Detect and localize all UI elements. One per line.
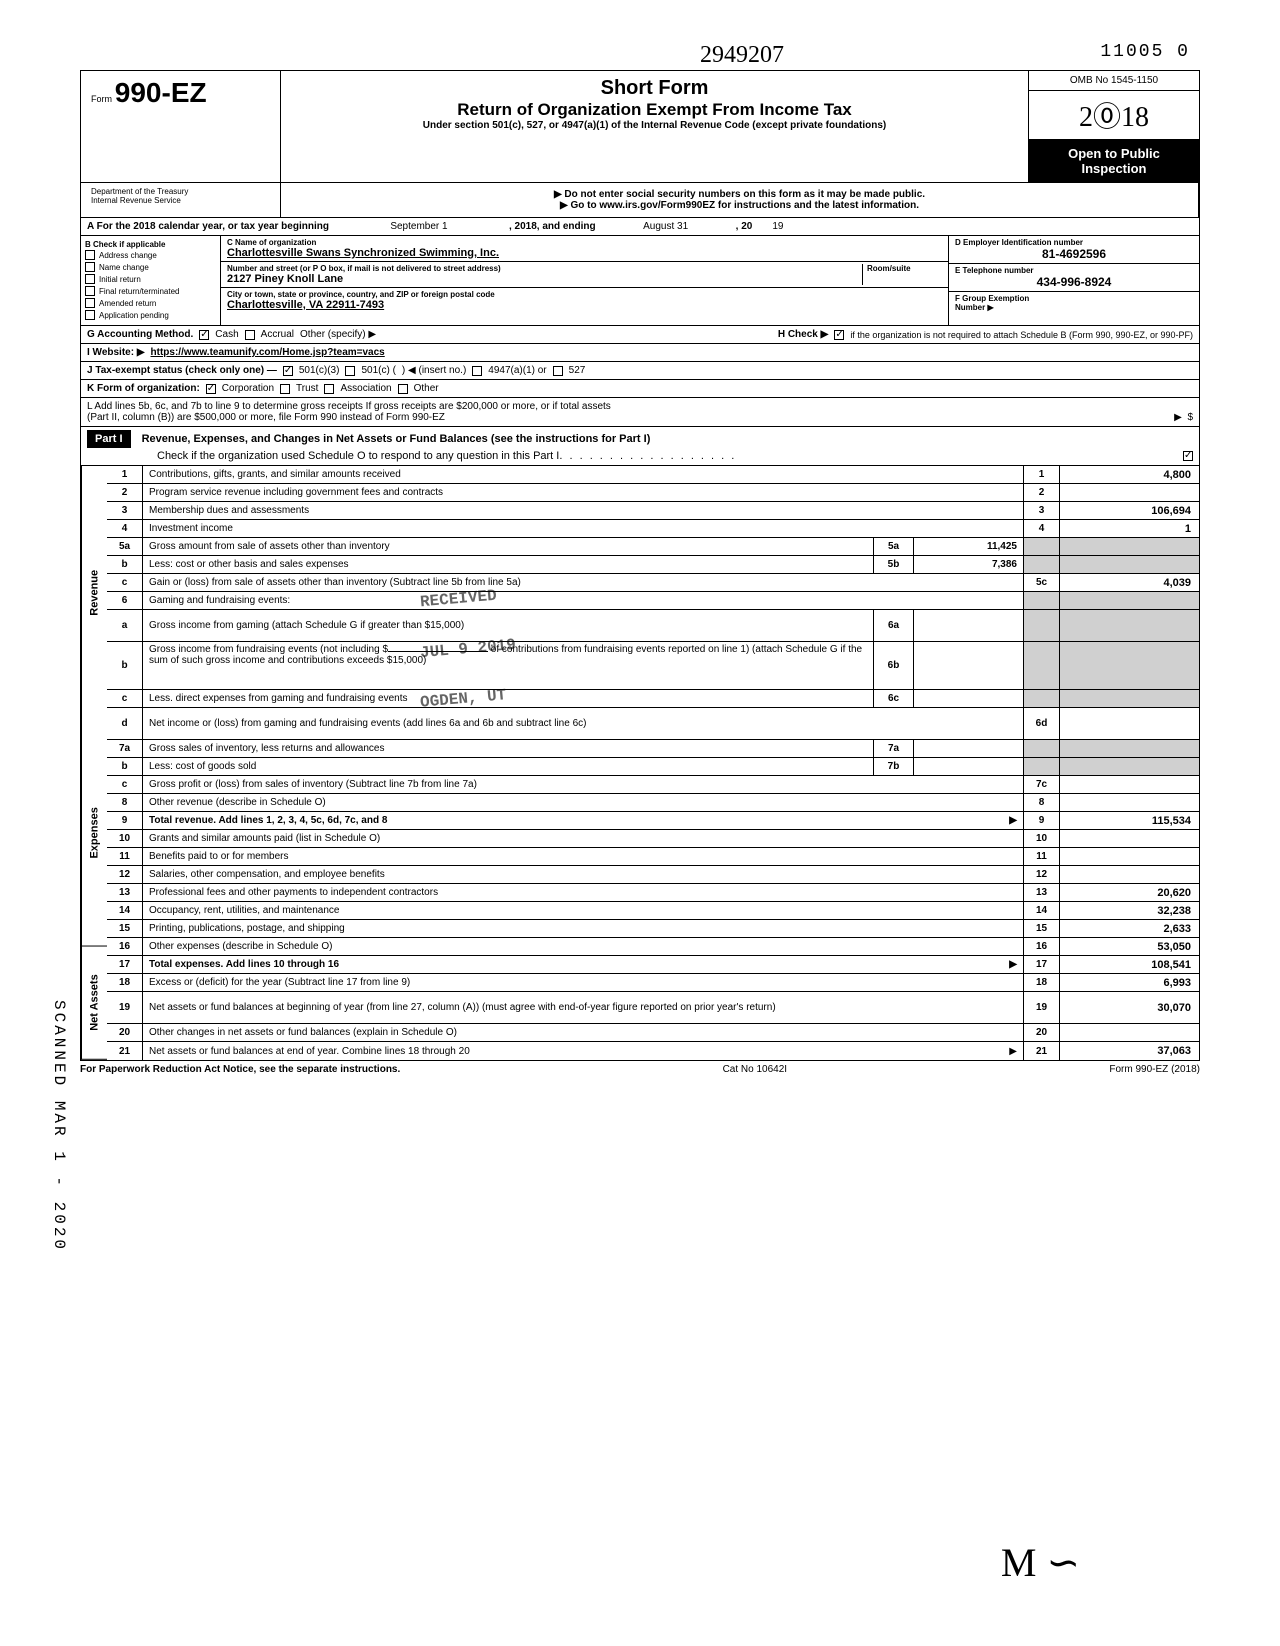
section-c: C Name of organization Charlottesville S… bbox=[221, 236, 949, 325]
line-a: A For the 2018 calendar year, or tax yea… bbox=[80, 218, 1200, 236]
form-header: Form 990-EZ Short Form Return of Organiz… bbox=[80, 70, 1200, 183]
cb-cash[interactable] bbox=[199, 330, 209, 340]
part1-header: Part I Revenue, Expenses, and Changes in… bbox=[80, 427, 1200, 466]
side-net-assets: Net Assets bbox=[81, 946, 107, 1060]
dept-treasury: Department of the Treasury bbox=[91, 187, 270, 196]
cb-527[interactable] bbox=[553, 366, 563, 376]
cb-501c3[interactable] bbox=[283, 366, 293, 376]
cb-schedule-o[interactable] bbox=[1183, 451, 1193, 461]
cb-address-change[interactable] bbox=[85, 250, 95, 260]
org-name: Charlottesville Swans Synchronized Swimm… bbox=[227, 247, 942, 259]
street-label: Number and street (or P O box, if mail i… bbox=[227, 264, 862, 273]
cb-4947[interactable] bbox=[472, 366, 482, 376]
part1-table: Revenue Expenses Net Assets 1Contributio… bbox=[80, 466, 1200, 1061]
row-l: L Add lines 5b, 6c, and 7b to line 9 to … bbox=[80, 398, 1200, 427]
ssn-note: ▶ Do not enter social security numbers o… bbox=[287, 189, 1192, 200]
cb-501c[interactable] bbox=[345, 366, 355, 376]
inspection: Inspection bbox=[1033, 161, 1195, 176]
barcode-text: 11005 0 bbox=[1100, 42, 1190, 62]
city-value: Charlottesville, VA 22911-7493 bbox=[227, 299, 942, 311]
side-expenses: Expenses bbox=[81, 720, 107, 947]
return-title: Return of Organization Exempt From Incom… bbox=[291, 100, 1018, 120]
section-def: D Employer Identification number 81-4692… bbox=[949, 236, 1199, 325]
row-g-h: G Accounting Method. Cash Accrual Other … bbox=[80, 326, 1200, 344]
cb-initial-return[interactable] bbox=[85, 274, 95, 284]
cb-accrual[interactable] bbox=[245, 330, 255, 340]
cb-schedule-b[interactable] bbox=[834, 330, 844, 340]
page-footer: For Paperwork Reduction Act Notice, see … bbox=[80, 1061, 1200, 1078]
f-label2: Number ▶ bbox=[955, 303, 1193, 312]
d-label: D Employer Identification number bbox=[955, 238, 1193, 247]
side-revenue: Revenue bbox=[81, 466, 107, 720]
b-label: B Check if applicable bbox=[85, 240, 216, 249]
city-label: City or town, state or province, country… bbox=[227, 290, 942, 299]
c-name-label: C Name of organization bbox=[227, 238, 942, 247]
cb-trust[interactable] bbox=[280, 384, 290, 394]
row-j: J Tax-exempt status (check only one) — 5… bbox=[80, 362, 1200, 380]
row-k: K Form of organization: Corporation Trus… bbox=[80, 380, 1200, 398]
cb-assoc[interactable] bbox=[324, 384, 334, 394]
cb-final-return[interactable] bbox=[85, 286, 95, 296]
tax-year: 2⓪201818 bbox=[1029, 91, 1199, 140]
cb-corp[interactable] bbox=[206, 384, 216, 394]
short-form-title: Short Form bbox=[291, 77, 1018, 100]
f-label: F Group Exemption bbox=[955, 294, 1193, 303]
website-value: https://www.teamunify.com/Home.jsp?team=… bbox=[151, 347, 385, 358]
signature-mark: M ∽ bbox=[1001, 1539, 1080, 1586]
street-value: 2127 Piney Knoll Lane bbox=[227, 273, 862, 285]
form-number: 990-EZ bbox=[115, 77, 207, 108]
cb-amended[interactable] bbox=[85, 298, 95, 308]
omb-number: OMB No 1545-1150 bbox=[1029, 71, 1199, 91]
phone-value: 434-996-8924 bbox=[955, 275, 1193, 289]
ein-value: 81-4692596 bbox=[955, 247, 1193, 261]
irs-label: Internal Revenue Service bbox=[91, 196, 270, 205]
section-b: B Check if applicable Address change Nam… bbox=[81, 236, 221, 325]
goto-note: ▶ Go to www.irs.gov/Form990EZ for instru… bbox=[287, 200, 1192, 211]
cb-other[interactable] bbox=[398, 384, 408, 394]
handwritten-code: 2949207 bbox=[700, 42, 784, 69]
room-label: Room/suite bbox=[867, 264, 942, 273]
cb-app-pending[interactable] bbox=[85, 310, 95, 320]
cb-name-change[interactable] bbox=[85, 262, 95, 272]
form-prefix: Form bbox=[91, 94, 112, 104]
side-scanned: SCANNED MAR 1 - 2020 bbox=[50, 1000, 68, 1252]
open-public: Open to Public bbox=[1033, 146, 1195, 161]
row-i: I Website: ▶ https://www.teamunify.com/H… bbox=[80, 344, 1200, 362]
e-label: E Telephone number bbox=[955, 266, 1193, 275]
under-section: Under section 501(c), 527, or 4947(a)(1)… bbox=[291, 120, 1018, 131]
